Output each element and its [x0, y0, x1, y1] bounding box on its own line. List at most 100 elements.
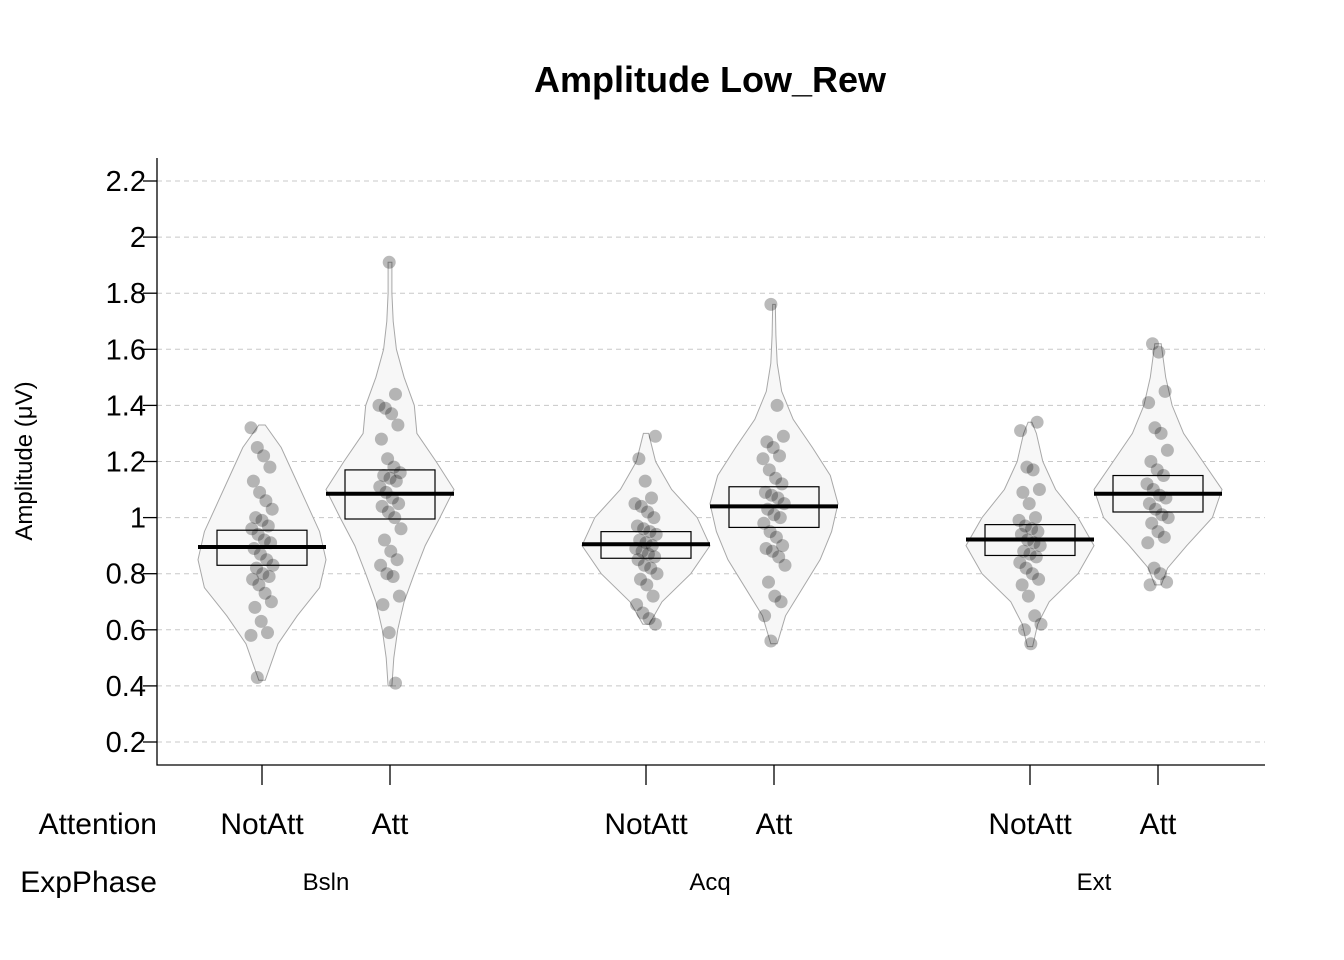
data-point	[389, 387, 402, 401]
data-point	[377, 469, 391, 482]
data-point	[648, 550, 662, 564]
data-point	[383, 471, 397, 485]
y-tick-label: 1.2	[106, 447, 146, 479]
data-point	[1032, 572, 1046, 586]
data-point	[250, 561, 263, 575]
data-point	[761, 502, 775, 516]
data-point	[764, 634, 778, 648]
data-point	[1029, 511, 1042, 525]
data-point	[389, 676, 402, 690]
y-tick-label: 0.6	[106, 615, 146, 647]
data-point	[777, 497, 791, 511]
y-tick-label: 1.4	[106, 390, 146, 422]
data-point	[1018, 623, 1031, 637]
data-point	[382, 626, 396, 640]
data-point	[384, 544, 398, 558]
data-point	[630, 519, 644, 533]
data-point	[648, 429, 662, 443]
data-point	[387, 460, 401, 474]
data-point	[1031, 525, 1045, 539]
data-point	[253, 485, 267, 499]
data-point	[629, 542, 643, 555]
data-point	[1154, 426, 1168, 440]
data-point	[1157, 530, 1171, 544]
data-point	[640, 578, 654, 592]
data-point	[630, 598, 644, 612]
data-point	[776, 539, 790, 553]
data-point	[394, 522, 408, 536]
data-point	[392, 497, 406, 511]
data-point	[246, 474, 260, 488]
data-point	[376, 598, 390, 612]
data-point	[1032, 483, 1046, 496]
data-point	[641, 505, 655, 519]
data-point	[393, 466, 407, 480]
data-point	[765, 488, 779, 502]
x-axis-ticks: NotAtt Att NotAtt Att NotAtt Att Bsln Acq Ext	[220, 765, 1177, 896]
data-point	[1016, 485, 1030, 499]
data-point	[263, 460, 277, 474]
data-point	[771, 491, 785, 505]
data-point	[775, 477, 789, 491]
data-point	[250, 441, 264, 454]
data-point	[637, 522, 651, 536]
data-point	[765, 544, 779, 558]
data-point	[758, 609, 772, 623]
data-point	[1022, 497, 1036, 511]
phase-factor-label: ExpPhase	[20, 866, 157, 899]
data-point	[631, 553, 645, 567]
data-point	[262, 570, 276, 583]
data-point	[255, 513, 269, 527]
data-point	[756, 452, 770, 466]
data-point	[258, 586, 272, 600]
data-point	[261, 626, 274, 640]
data-point	[768, 589, 782, 603]
data-point	[1023, 547, 1037, 561]
data-point	[1033, 539, 1047, 553]
data-point	[648, 617, 662, 631]
attention-factor-label: Attention	[39, 808, 157, 841]
violin-shape	[965, 421, 1095, 648]
data-point	[1161, 511, 1175, 525]
data-point	[762, 575, 775, 589]
data-point	[758, 485, 772, 499]
data-point	[773, 449, 786, 463]
data-point	[778, 558, 792, 572]
data-point	[253, 547, 267, 561]
data-point	[647, 511, 661, 525]
data-point	[1160, 443, 1174, 457]
data-point	[264, 595, 278, 609]
data-point	[1149, 502, 1163, 516]
data-point	[390, 553, 404, 567]
data-point	[1012, 513, 1026, 527]
data-point	[762, 463, 776, 477]
data-point	[372, 398, 386, 412]
data-point	[251, 527, 265, 541]
data-point	[260, 553, 274, 567]
data-point	[1025, 522, 1039, 536]
data-point	[650, 567, 664, 581]
data-point	[1013, 556, 1027, 569]
data-point	[1029, 550, 1043, 564]
data-point	[1147, 561, 1161, 575]
phase-level-label: Ext	[1077, 869, 1112, 896]
data-point	[639, 536, 653, 550]
data-point	[1158, 384, 1172, 398]
data-point	[373, 480, 387, 494]
data-point	[379, 485, 393, 499]
data-point	[764, 297, 778, 311]
phase-level-label: Acq	[689, 869, 730, 896]
y-tick-label: 2.2	[106, 166, 146, 198]
data-point	[257, 449, 271, 463]
data-point	[247, 542, 261, 555]
data-point	[1150, 463, 1164, 477]
data-point	[381, 452, 395, 466]
data-point	[385, 407, 399, 421]
data-point	[1148, 421, 1162, 435]
data-point	[635, 544, 649, 558]
data-point	[1018, 519, 1032, 533]
data-point	[244, 628, 258, 642]
violin-shape	[197, 424, 327, 681]
data-point	[1143, 578, 1157, 592]
